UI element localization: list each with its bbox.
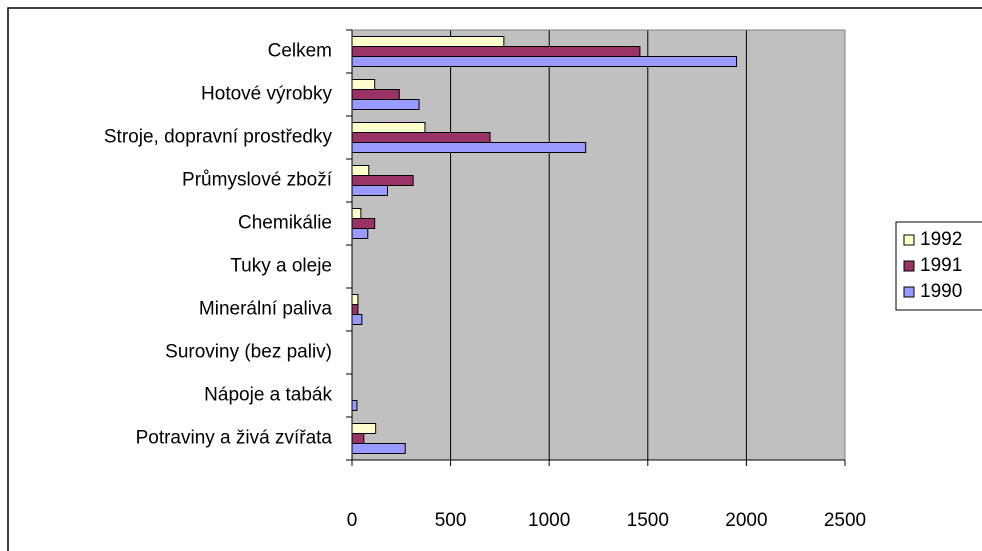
y-tick-label: Stroje, dopravní prostředky — [104, 127, 333, 148]
bar — [351, 443, 406, 454]
x-tick-label: 1000 — [528, 510, 570, 531]
bar — [351, 314, 363, 325]
bar — [351, 89, 400, 100]
bar — [351, 56, 738, 67]
legend-label: 1990 — [920, 281, 962, 302]
y-tick-label: Minerální paliva — [199, 299, 332, 320]
bar — [351, 165, 370, 176]
bar — [351, 132, 491, 143]
bar — [351, 294, 359, 305]
bar — [351, 79, 376, 90]
x-tick-label: 2500 — [824, 510, 866, 531]
bar — [351, 400, 358, 411]
legend-swatch — [903, 260, 915, 272]
plot-area — [352, 30, 845, 460]
bar — [351, 208, 362, 219]
bar — [351, 423, 377, 434]
bar — [351, 185, 388, 196]
y-tick-label: Chemikálie — [238, 213, 332, 234]
bar — [351, 228, 369, 239]
y-tick-label: Suroviny (bez paliv) — [165, 342, 332, 363]
y-tick-label: Celkem — [268, 41, 332, 62]
bar — [351, 122, 426, 133]
bar — [351, 175, 414, 186]
x-tick-label: 500 — [435, 510, 467, 531]
y-tick-label: Potraviny a živá zvířata — [136, 428, 333, 449]
bar — [351, 99, 420, 110]
y-tick-label: Hotové výrobky — [201, 84, 332, 105]
legend-swatch — [903, 286, 915, 298]
bar — [351, 433, 365, 444]
legend-swatch — [903, 234, 915, 246]
y-tick-label: Průmyslové zboží — [182, 170, 333, 191]
x-tick-label: 0 — [347, 510, 358, 531]
legend-label: 1992 — [920, 229, 962, 250]
y-tick-label: Tuky a oleje — [230, 256, 332, 277]
legend-label: 1991 — [920, 255, 962, 276]
bar — [351, 304, 359, 315]
y-tick-label: Nápoje a tabák — [204, 385, 332, 406]
bar — [351, 218, 376, 229]
x-tick-label: 2000 — [725, 510, 767, 531]
bar — [351, 36, 505, 47]
x-tick-label: 1500 — [627, 510, 669, 531]
bar — [351, 46, 641, 57]
bar — [351, 142, 587, 153]
